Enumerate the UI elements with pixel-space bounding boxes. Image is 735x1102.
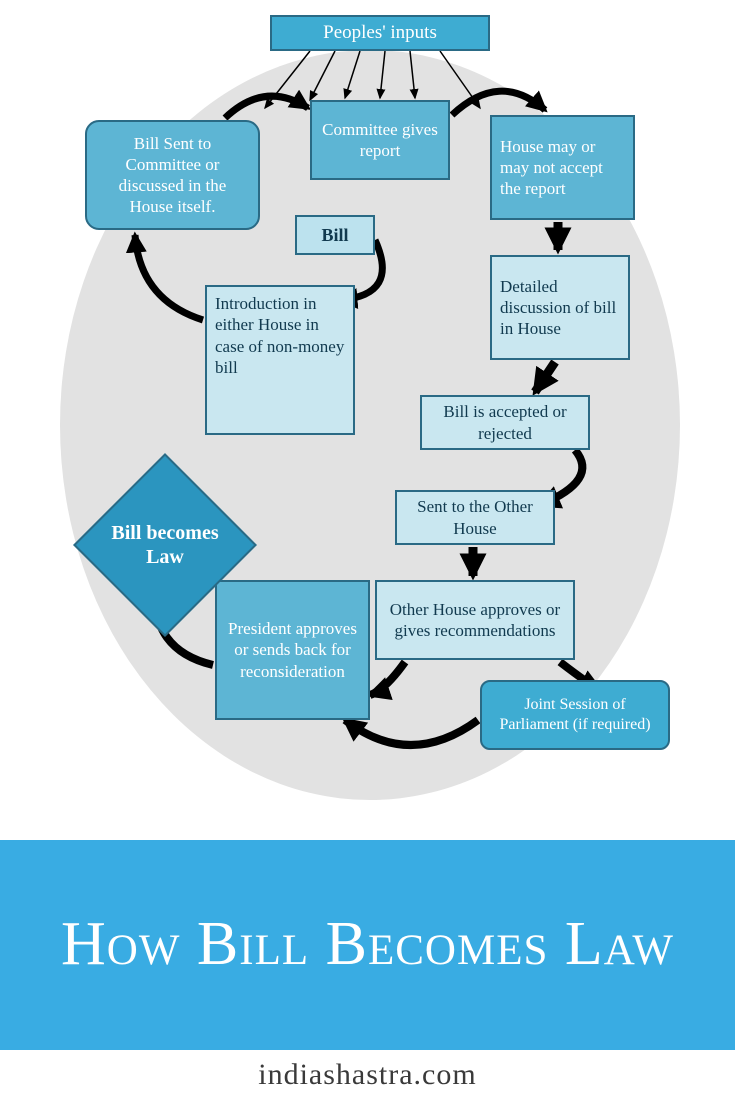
page-title: How Bill Becomes Law	[61, 909, 674, 980]
node-peoples-inputs: Peoples' inputs	[270, 15, 490, 51]
node-bill-sent-committee: Bill Sent to Committee or discussed in t…	[85, 120, 260, 230]
node-label: Detailed discussion of bill in House	[500, 276, 620, 340]
title-band: How Bill Becomes Law	[0, 840, 735, 1050]
node-label: Peoples' inputs	[323, 21, 437, 45]
node-label: Joint Session of Parliament (if required…	[490, 695, 660, 735]
node-committee-report: Committee gives report	[310, 100, 450, 180]
node-label: Introduction in either House in case of …	[215, 293, 345, 378]
node-other-house-approves: Other House approves or gives recommenda…	[375, 580, 575, 660]
node-label: President approves or sends back for rec…	[225, 618, 360, 682]
node-bill: Bill	[295, 215, 375, 255]
node-label: Committee gives report	[320, 119, 440, 162]
node-label: Other House approves or gives recommenda…	[385, 599, 565, 642]
node-introduction: Introduction in either House in case of …	[205, 285, 355, 435]
node-label: House may or may not accept the report	[500, 136, 625, 200]
footer-logo: indiashastra.com	[0, 1058, 735, 1092]
node-house-accept: House may or may not accept the report	[490, 115, 635, 220]
node-label: Bill Sent to Committee or discussed in t…	[95, 133, 250, 218]
node-joint-session: Joint Session of Parliament (if required…	[480, 680, 670, 750]
node-label: Bill is accepted or rejected	[430, 401, 580, 444]
node-label: Bill becomes Law	[102, 521, 228, 569]
node-sent-other-house: Sent to the Other House	[395, 490, 555, 545]
node-label: Sent to the Other House	[405, 496, 545, 539]
node-president-approves: President approves or sends back for rec…	[215, 580, 370, 720]
node-accepted-rejected: Bill is accepted or rejected	[420, 395, 590, 450]
flowchart-diagram: Peoples' inputs Committee gives report B…	[0, 0, 735, 840]
node-detailed-discussion: Detailed discussion of bill in House	[490, 255, 630, 360]
node-label: Bill	[321, 224, 348, 247]
